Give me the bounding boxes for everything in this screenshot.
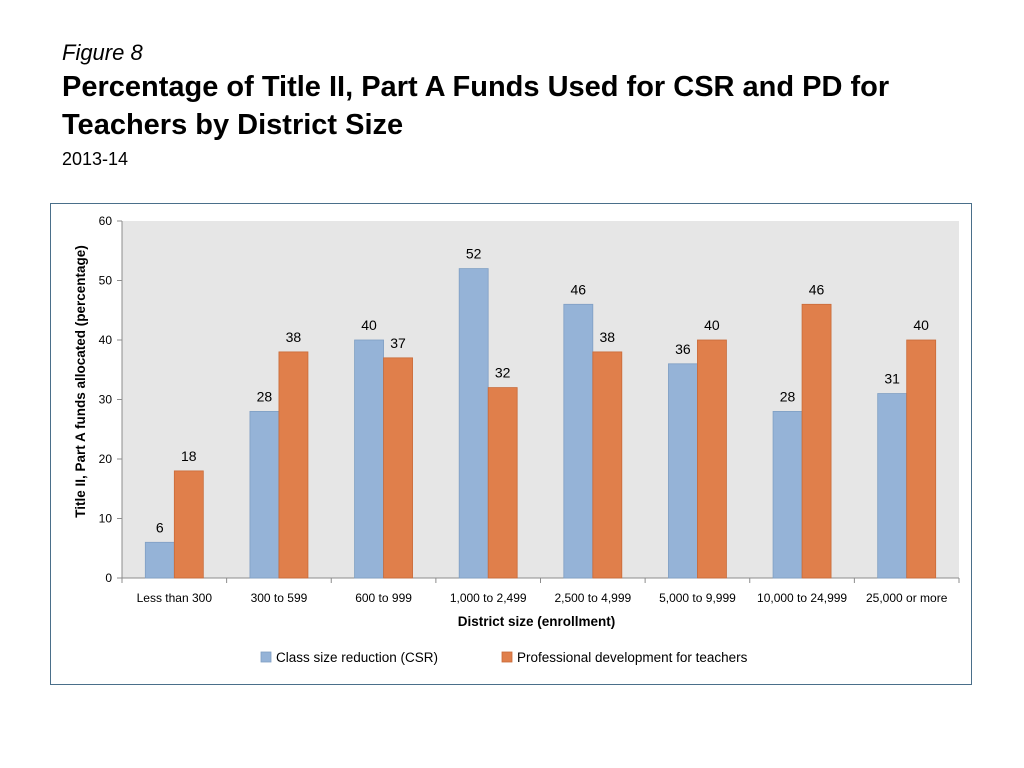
y-axis-title: Title II, Part A funds allocated (percen… <box>73 245 88 518</box>
data-label: 40 <box>913 317 929 333</box>
y-tick-label: 0 <box>105 571 112 585</box>
pd-bar <box>383 357 413 579</box>
data-label: 32 <box>495 365 511 381</box>
data-label: 6 <box>156 519 164 535</box>
pd-bar <box>801 303 832 579</box>
x-category-label: 600 to 999 <box>355 591 412 605</box>
data-label: 28 <box>257 388 273 404</box>
y-tick-label: 20 <box>99 452 113 466</box>
y-tick-label: 60 <box>99 214 113 228</box>
x-category-label: 10,000 to 24,999 <box>757 591 847 605</box>
x-category-label: 25,000 or more <box>866 591 948 605</box>
pd-bar <box>906 339 937 579</box>
legend-label: Class size reduction (CSR) <box>276 650 438 665</box>
pd-bar <box>697 339 727 579</box>
data-label: 31 <box>884 371 900 387</box>
bar-chart: 0 10 20 30 40 50 60 Less than 300 6 18 300 to 599 2… <box>73 214 960 665</box>
figure-label: Figure 8 <box>62 40 143 65</box>
data-label: 52 <box>466 246 482 262</box>
legend-swatch <box>501 651 513 663</box>
legend-label: Professional development for teachers <box>517 650 748 665</box>
plot-area <box>122 221 959 578</box>
x-category-label: 5,000 to 9,999 <box>659 591 736 605</box>
pd-bar <box>278 351 309 579</box>
pd-bar <box>487 387 518 579</box>
data-label: 38 <box>286 329 302 345</box>
pd-bar <box>592 351 623 579</box>
x-category-label: Less than 300 <box>137 591 213 605</box>
y-tick-label: 40 <box>99 333 113 347</box>
figure-header: Figure 8 Percentage of Title II, Part A … <box>62 40 982 170</box>
y-tick-label: 30 <box>99 393 113 407</box>
data-label: 38 <box>600 329 616 345</box>
x-axis-title: District size (enrollment) <box>458 614 616 629</box>
data-label: 28 <box>780 388 796 404</box>
data-label: 18 <box>181 448 197 464</box>
pd-bar <box>173 470 204 579</box>
x-category-label: 2,500 to 4,999 <box>554 591 631 605</box>
legend-swatch <box>260 651 272 663</box>
csr-bar <box>144 541 175 579</box>
csr-bar <box>563 303 594 579</box>
x-category-label: 1,000 to 2,499 <box>450 591 527 605</box>
x-category-label: 300 to 599 <box>251 591 308 605</box>
data-label: 40 <box>704 317 720 333</box>
csr-bar <box>772 410 803 579</box>
data-label: 37 <box>390 335 406 351</box>
csr-bar <box>877 393 908 579</box>
csr-bar <box>458 268 489 579</box>
chart-title: Percentage of Title II, Part A Funds Use… <box>62 71 890 141</box>
data-label: 36 <box>675 341 691 357</box>
y-tick-label: 10 <box>99 512 113 526</box>
chart-frame: 0 10 20 30 40 50 60 Less than 300 6 18 300 to 599 2… <box>50 203 972 685</box>
data-label: 46 <box>571 281 587 297</box>
data-label: 40 <box>361 317 377 333</box>
csr-bar <box>249 410 280 579</box>
csr-bar <box>354 339 384 579</box>
y-tick-label: 50 <box>99 274 113 288</box>
data-label: 46 <box>809 281 825 297</box>
chart-subtitle: 2013-14 <box>62 149 129 169</box>
csr-bar <box>668 363 698 579</box>
